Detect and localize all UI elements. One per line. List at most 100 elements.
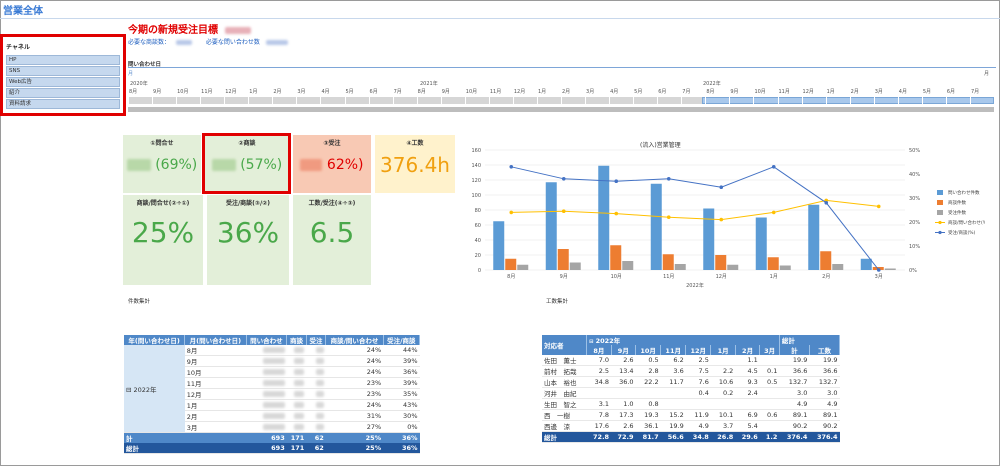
channel-item-sns[interactable]: SNS xyxy=(6,66,120,76)
channel-item-web-ad[interactable]: Web広告 xyxy=(6,77,120,87)
timeline-month[interactable]: 4月 xyxy=(610,89,619,95)
timeline-month[interactable]: 6月 xyxy=(946,89,956,95)
timeline-month[interactable]: 5月 xyxy=(634,89,643,95)
legend-entry[interactable]: 受注件数 xyxy=(948,209,966,216)
col-header-year[interactable]: ⊟ 2022年 xyxy=(586,335,780,345)
col-header-person[interactable]: 対応者 xyxy=(542,335,588,355)
month-header[interactable]: 10月 xyxy=(635,345,662,355)
bar[interactable] xyxy=(832,264,844,270)
timeline-month[interactable]: 11月 xyxy=(489,89,502,95)
bar[interactable] xyxy=(703,208,715,271)
kousu-header[interactable]: 工数 xyxy=(809,345,841,355)
bar[interactable] xyxy=(545,182,557,270)
timeline-granularity-dropdown[interactable]: 月 xyxy=(984,71,990,77)
bar[interactable] xyxy=(662,254,674,270)
timeline-month[interactable]: 10月 xyxy=(177,89,189,95)
bar[interactable] xyxy=(884,268,896,271)
bar[interactable] xyxy=(860,258,872,270)
month-header[interactable]: 9月 xyxy=(611,345,637,355)
col-header[interactable]: 問い合わせ xyxy=(246,335,288,345)
timeline-month[interactable]: 4月 xyxy=(321,89,330,95)
timeline-month[interactable]: 2月 xyxy=(562,89,571,95)
bar[interactable] xyxy=(650,183,662,270)
timeline-selected-range[interactable] xyxy=(702,97,994,104)
timeline-month[interactable]: 12月 xyxy=(225,89,237,95)
timeline-month[interactable]: 12月 xyxy=(802,89,814,95)
bar[interactable] xyxy=(727,264,739,270)
timeline-month[interactable]: 7月 xyxy=(393,89,402,95)
bar[interactable] xyxy=(755,217,767,271)
timeline-month[interactable]: 6月 xyxy=(369,89,378,95)
series-point[interactable] xyxy=(509,165,514,169)
col-header[interactable]: 商談 xyxy=(286,335,307,345)
month-header[interactable]: 11月 xyxy=(660,345,687,355)
bar[interactable] xyxy=(767,257,779,270)
series-point[interactable] xyxy=(666,215,671,219)
channel-item-referral[interactable]: 紹介 xyxy=(6,88,120,98)
timeline-month[interactable]: 3月 xyxy=(586,89,595,95)
collapse-icon[interactable]: ⊟ xyxy=(589,339,594,345)
series-point[interactable] xyxy=(824,201,829,205)
bar[interactable] xyxy=(557,249,569,270)
timeline-month[interactable]: 3月 xyxy=(874,89,883,95)
series-point[interactable] xyxy=(561,209,566,213)
bar[interactable] xyxy=(610,245,622,270)
timeline-month[interactable]: 11月 xyxy=(778,89,790,95)
col-header[interactable]: 月(問い合わせ日) xyxy=(184,335,247,345)
series-point[interactable] xyxy=(666,177,671,181)
timeline-month[interactable]: 9月 xyxy=(153,89,162,95)
timeline-month[interactable]: 3月 xyxy=(297,89,306,95)
bar[interactable] xyxy=(505,258,517,270)
timeline-month[interactable]: 8月 xyxy=(706,89,715,95)
month-header[interactable]: 1月 xyxy=(710,345,736,355)
legend-entry[interactable]: 商談件数 xyxy=(948,199,966,206)
series-point[interactable] xyxy=(876,204,881,209)
month-header[interactable]: 2月 xyxy=(735,345,761,355)
series-point[interactable] xyxy=(561,177,566,181)
series-point[interactable] xyxy=(771,165,776,169)
timeline-month[interactable]: 8月 xyxy=(129,89,138,95)
bar[interactable] xyxy=(517,264,529,270)
timeline-month[interactable]: 7月 xyxy=(682,89,691,95)
series-point[interactable] xyxy=(614,211,619,216)
timeline-month[interactable]: 8月 xyxy=(417,89,426,95)
series-point[interactable] xyxy=(876,268,881,272)
timeline-month[interactable]: 5月 xyxy=(922,89,932,95)
year-cell[interactable]: ⊟ 2022年 xyxy=(124,345,185,433)
timeline-month[interactable]: 11月 xyxy=(201,89,213,95)
channel-item-document-request[interactable]: 資料請求 xyxy=(6,99,120,109)
timeline-month[interactable]: 1月 xyxy=(826,89,835,95)
month-header[interactable]: 計 xyxy=(779,345,810,355)
series-point[interactable] xyxy=(509,210,514,215)
legend-entry[interactable]: 商談/問い合わせ(%) xyxy=(948,219,985,226)
series-point[interactable] xyxy=(719,185,724,189)
channel-item-hp[interactable]: HP xyxy=(6,55,120,65)
col-header-total[interactable]: 総計 xyxy=(779,335,841,345)
col-header[interactable]: 商談/問い合わせ xyxy=(325,335,384,345)
bar[interactable] xyxy=(569,262,581,271)
bar[interactable] xyxy=(622,261,634,270)
col-header[interactable]: 受注 xyxy=(306,335,327,345)
bar[interactable] xyxy=(808,204,820,270)
month-header[interactable]: 3月 xyxy=(759,345,780,355)
bar[interactable] xyxy=(820,251,832,270)
timeline-month[interactable]: 1月 xyxy=(537,89,547,95)
timeline-month[interactable]: 10月 xyxy=(465,89,478,95)
series-point[interactable] xyxy=(614,179,619,183)
col-header[interactable]: 受注/商談 xyxy=(383,335,421,345)
bar[interactable] xyxy=(674,264,686,270)
bar[interactable] xyxy=(598,165,610,270)
timeline-month[interactable]: 1月 xyxy=(249,89,258,95)
timeline-month[interactable]: 9月 xyxy=(441,89,450,95)
timeline-month[interactable]: 10月 xyxy=(754,89,766,95)
timeline-month[interactable]: 4月 xyxy=(898,89,907,95)
col-header[interactable]: 年(問い合わせ日) xyxy=(124,335,186,345)
timeline-month[interactable]: 9月 xyxy=(730,89,739,95)
series-point[interactable] xyxy=(719,217,724,222)
timeline-scrollbar[interactable] xyxy=(128,107,994,112)
bar[interactable] xyxy=(779,265,791,271)
timeline-month[interactable]: 6月 xyxy=(658,89,667,95)
month-header[interactable]: 8月 xyxy=(586,345,612,355)
timeline-month[interactable]: 5月 xyxy=(345,89,354,95)
series-point[interactable] xyxy=(771,210,776,215)
